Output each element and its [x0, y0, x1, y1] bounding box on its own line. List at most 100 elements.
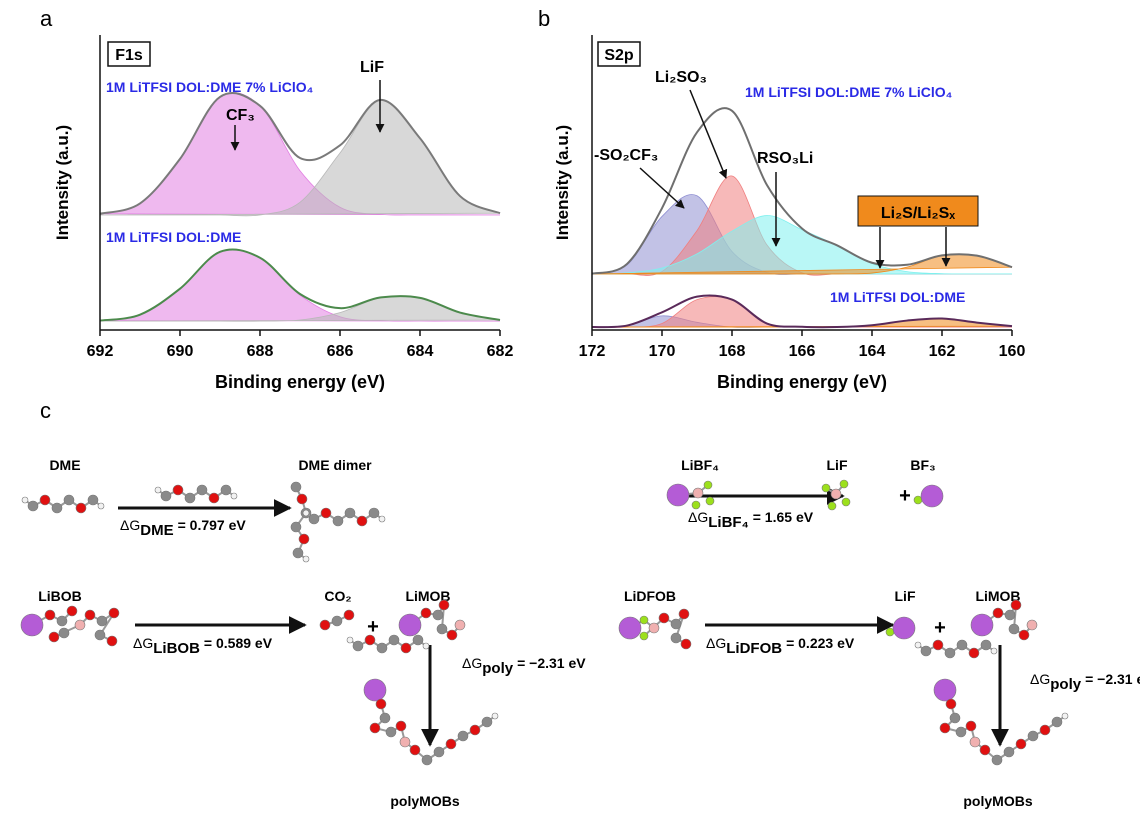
atom [992, 755, 1002, 765]
atom [109, 608, 119, 618]
molecule [886, 617, 915, 639]
atom [209, 493, 219, 503]
atom [57, 616, 67, 626]
atom [410, 745, 420, 755]
x-tick-label: 170 [649, 343, 676, 360]
atom [321, 508, 331, 518]
atom [85, 610, 95, 620]
atom [353, 641, 363, 651]
atom [107, 636, 117, 646]
atom [345, 508, 355, 518]
energy-value: = −2.31 eV [517, 655, 586, 671]
peak-annotation: Li₂SO₃ [655, 69, 707, 86]
molecule [914, 485, 943, 507]
atom [365, 635, 375, 645]
atom [434, 747, 444, 757]
atom [379, 516, 385, 522]
atom [1052, 717, 1062, 727]
molecule [155, 485, 237, 503]
panel-letter: a [40, 6, 53, 31]
x-axis-label: Binding energy (eV) [717, 372, 887, 392]
atom [482, 717, 492, 727]
atom [332, 616, 342, 626]
energy-symbol: ΔG [706, 635, 726, 651]
atom [155, 487, 161, 493]
atom [1011, 600, 1021, 610]
energy-value: = 0.589 eV [204, 635, 273, 651]
atom [320, 620, 330, 630]
atom [45, 610, 55, 620]
plus-sign: + [899, 485, 911, 507]
energy-value: = −2.31 eV [1085, 671, 1140, 687]
energy-symbol: ΔG [688, 509, 708, 525]
molecule [619, 609, 691, 649]
atom [344, 610, 354, 620]
atom [421, 608, 431, 618]
atom [389, 635, 399, 645]
figure: a b c 692690688686684682Binding energy (… [0, 0, 1140, 814]
sample-label: 1M LiTFSI DOL:DME 7% LiClO₄ [745, 84, 952, 100]
atom [1040, 725, 1050, 735]
molecule [971, 600, 1037, 640]
x-tick-label: 164 [859, 343, 886, 360]
atom [52, 503, 62, 513]
atom [231, 493, 237, 499]
x-tick-label: 168 [719, 343, 746, 360]
atom [458, 731, 468, 741]
atom [915, 642, 921, 648]
molecule-name: LiDFOB [624, 588, 676, 604]
panel-letter: c [40, 398, 51, 423]
atom [828, 502, 836, 510]
atom [49, 632, 59, 642]
reaction-energy: ΔGLiBF₄ = 1.65 eV [688, 509, 814, 531]
atom [299, 534, 309, 544]
atom [293, 548, 303, 558]
energy-subscript: poly [482, 660, 513, 677]
molecule [399, 600, 465, 640]
reaction-energy: ΔGpoly= −2.31 eV [1030, 671, 1140, 693]
atom [980, 745, 990, 755]
energy-value: = 0.223 eV [786, 635, 855, 651]
atom [446, 739, 456, 749]
atom [1027, 620, 1037, 630]
molecule-name: CO₂ [324, 588, 351, 604]
atom [291, 522, 301, 532]
atom [369, 508, 379, 518]
peak-annotation: CF₃ [226, 107, 255, 124]
x-tick-label: 690 [167, 343, 194, 360]
reaction-energy: ΔGLiBOB= 0.589 eV [133, 635, 273, 657]
atom [970, 737, 980, 747]
atom [98, 503, 104, 509]
atom [831, 489, 841, 499]
atom [28, 501, 38, 511]
atom [95, 630, 105, 640]
sample-label: 1M LiTFSI DOL:DME [830, 289, 965, 305]
atom [921, 646, 931, 656]
atom [945, 648, 955, 658]
energy-subscript: LiBF₄ [708, 514, 748, 531]
atom [956, 727, 966, 737]
plus-sign: + [367, 616, 379, 638]
atom [840, 480, 848, 488]
atom [377, 643, 387, 653]
x-tick-label: 162 [929, 343, 956, 360]
peak-annotation: Li₂S/Li₂Sₓ [881, 205, 955, 222]
atom [934, 679, 956, 701]
atom [640, 632, 648, 640]
atom [659, 613, 669, 623]
x-tick-label: 682 [487, 343, 514, 360]
x-tick-label: 692 [87, 343, 114, 360]
atom [380, 713, 390, 723]
molecule-name: DME dimer [298, 457, 372, 473]
energy-value: = 1.65 eV [753, 509, 814, 525]
x-tick-label: 684 [407, 343, 434, 360]
atom [400, 737, 410, 747]
atom [950, 713, 960, 723]
atom [161, 491, 171, 501]
atom [173, 485, 183, 495]
atom [981, 640, 991, 650]
atom [333, 516, 343, 526]
atom [692, 501, 700, 509]
energy-subscript: LiDFOB [726, 640, 782, 657]
molecule [22, 495, 104, 513]
